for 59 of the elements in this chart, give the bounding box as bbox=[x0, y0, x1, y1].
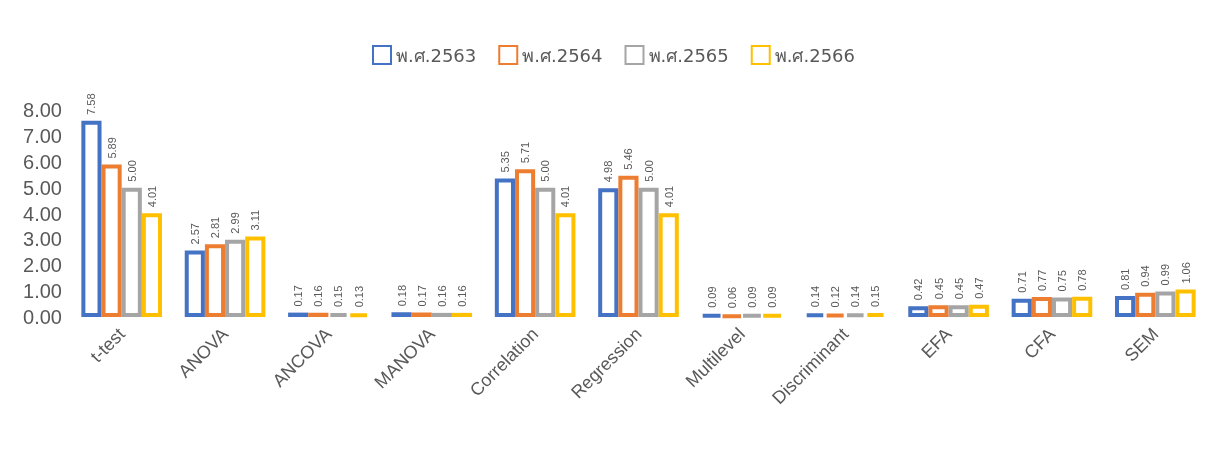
data-label: 5.89 bbox=[105, 137, 118, 159]
data-label: 1.06 bbox=[1179, 262, 1192, 284]
data-label: 0.12 bbox=[829, 286, 842, 308]
data-label: 5.00 bbox=[539, 160, 552, 182]
legend-label: พ.ศ.2564 bbox=[522, 44, 603, 66]
data-label: 4.01 bbox=[145, 185, 158, 208]
y-tick-label: 0.00 bbox=[23, 306, 62, 328]
y-tick-label: 7.00 bbox=[23, 124, 62, 147]
data-label: 0.17 bbox=[292, 285, 305, 307]
y-tick-label: 4.00 bbox=[23, 202, 62, 225]
data-label: 0.09 bbox=[745, 286, 758, 308]
data-label: 4.01 bbox=[662, 185, 675, 208]
data-label: 0.14 bbox=[849, 285, 862, 308]
x-tick-label: EFA bbox=[917, 323, 956, 363]
data-label: 0.47 bbox=[972, 277, 985, 299]
data-label: 2.81 bbox=[208, 216, 221, 239]
x-tick-label: CFA bbox=[1020, 323, 1060, 363]
data-label: 0.45 bbox=[932, 277, 945, 300]
data-label: 0.78 bbox=[1076, 269, 1089, 291]
legend-label: พ.ศ.2563 bbox=[396, 44, 477, 66]
data-label: 5.71 bbox=[519, 141, 532, 164]
y-tick-label: 8.00 bbox=[23, 99, 62, 121]
data-label: 0.09 bbox=[705, 286, 718, 308]
data-label: 0.16 bbox=[312, 285, 325, 307]
data-label: 0.94 bbox=[1139, 265, 1152, 287]
data-label: 2.99 bbox=[229, 212, 242, 234]
data-label: 0.16 bbox=[456, 285, 469, 307]
data-label: 0.75 bbox=[1056, 270, 1069, 292]
data-label: 4.98 bbox=[602, 160, 615, 183]
data-label: 0.06 bbox=[725, 286, 738, 309]
data-label: 0.15 bbox=[332, 285, 345, 308]
y-tick-label: 1.00 bbox=[23, 280, 62, 303]
data-label: 0.16 bbox=[435, 285, 448, 307]
data-label: 4.01 bbox=[559, 185, 572, 208]
data-label: 0.81 bbox=[1119, 268, 1132, 291]
y-tick-label: 3.00 bbox=[23, 228, 62, 251]
data-label: 0.15 bbox=[869, 285, 882, 308]
data-label: 0.42 bbox=[912, 278, 925, 301]
data-label: 3.11 bbox=[249, 209, 262, 231]
data-label: 2.57 bbox=[188, 223, 201, 245]
data-label: 5.46 bbox=[622, 148, 635, 170]
data-label: 0.09 bbox=[766, 286, 779, 308]
legend-label: พ.ศ.2565 bbox=[648, 44, 729, 66]
data-label: 5.00 bbox=[125, 160, 138, 182]
y-tick-label: 5.00 bbox=[23, 176, 62, 199]
data-label: 7.58 bbox=[85, 93, 98, 115]
data-label: 0.17 bbox=[415, 285, 428, 307]
y-tick-label: 6.00 bbox=[23, 150, 62, 173]
data-label: 5.35 bbox=[498, 151, 511, 173]
legend-label: พ.ศ.2566 bbox=[774, 44, 856, 66]
data-label: 5.00 bbox=[642, 160, 655, 182]
data-label: 0.99 bbox=[1159, 263, 1172, 286]
data-label: 0.14 bbox=[808, 285, 821, 308]
data-label: 0.45 bbox=[952, 277, 965, 300]
data-label: 0.13 bbox=[352, 285, 365, 308]
data-label: 0.18 bbox=[395, 284, 408, 307]
data-label: 0.71 bbox=[1015, 271, 1028, 293]
data-label: 0.77 bbox=[1035, 269, 1048, 292]
y-tick-label: 2.00 bbox=[23, 254, 62, 277]
